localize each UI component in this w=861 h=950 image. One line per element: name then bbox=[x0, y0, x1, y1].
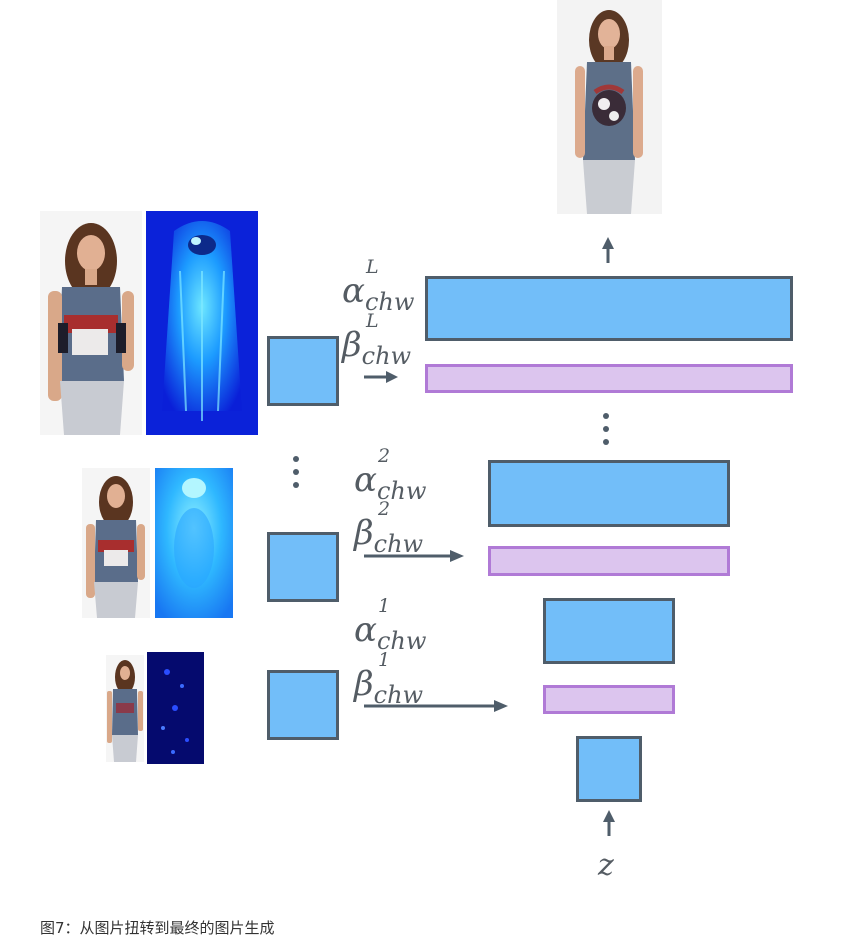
beta-1-label: β 1 chw bbox=[354, 649, 424, 709]
latent-input-box bbox=[576, 736, 642, 802]
figure-caption: 图7：从图片扭转到最终的图片生成 bbox=[40, 919, 275, 937]
condition-box-1 bbox=[267, 670, 339, 740]
condition-box-L bbox=[267, 336, 339, 406]
arrow-right-1 bbox=[364, 700, 508, 712]
alpha-1-label: α 1 chw bbox=[354, 595, 427, 655]
input-heatmap-large bbox=[146, 211, 258, 435]
beta-2-label: β 2 chw bbox=[354, 498, 424, 558]
input-heatmap-small bbox=[147, 652, 204, 764]
arrow-right-L bbox=[364, 371, 398, 383]
arrow-right-2 bbox=[364, 550, 464, 562]
arrow-up-output bbox=[602, 237, 614, 263]
feature-block-1 bbox=[543, 598, 675, 664]
alpha-2-label: α 2 chw bbox=[354, 445, 427, 505]
vertical-ellipsis-left bbox=[293, 456, 299, 495]
modulation-bar-2 bbox=[488, 546, 730, 576]
vertical-ellipsis-right bbox=[603, 413, 609, 452]
input-person-image-small bbox=[106, 655, 144, 762]
feature-block-2 bbox=[488, 460, 730, 527]
output-person-image bbox=[557, 0, 662, 214]
input-person-image-large bbox=[40, 211, 142, 435]
latent-z-label: z bbox=[598, 848, 614, 883]
input-person-image-medium bbox=[82, 468, 150, 618]
feature-block-L bbox=[425, 276, 793, 341]
input-heatmap-medium bbox=[155, 468, 233, 618]
condition-box-2 bbox=[267, 532, 339, 602]
modulation-bar-1 bbox=[543, 685, 675, 714]
arrow-up-z bbox=[603, 810, 615, 836]
modulation-bar-L bbox=[425, 364, 793, 393]
